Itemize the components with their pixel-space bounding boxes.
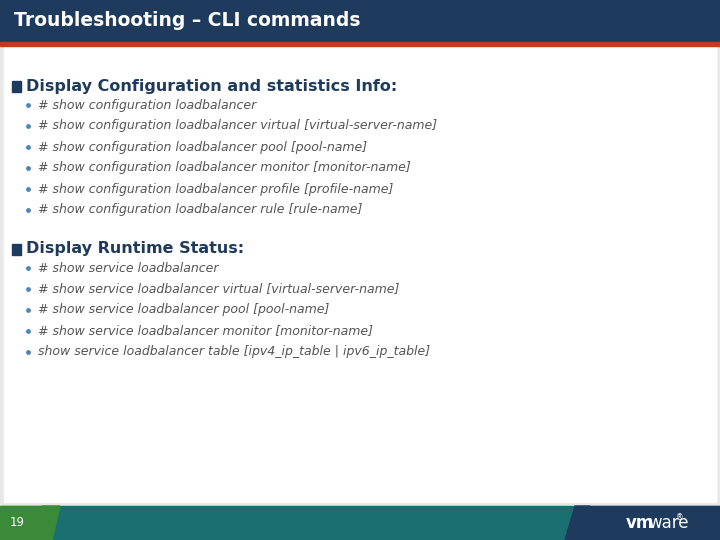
Text: # show configuration loadbalancer virtual [virtual-server-name]: # show configuration loadbalancer virtua… — [38, 119, 437, 132]
Text: # show configuration loadbalancer profile [profile-name]: # show configuration loadbalancer profil… — [38, 183, 393, 195]
Text: ware: ware — [648, 514, 688, 532]
Bar — [0, 506, 720, 540]
Bar — [0, 42, 720, 46]
Text: show service loadbalancer table [ipv4_ip_table | ipv6_ip_table]: show service loadbalancer table [ipv4_ip… — [38, 346, 430, 359]
Text: ®: ® — [676, 514, 683, 523]
Bar — [590, 506, 720, 540]
Text: # show configuration loadbalancer: # show configuration loadbalancer — [38, 98, 256, 111]
Text: 19: 19 — [10, 516, 25, 530]
Text: Troubleshooting – CLI commands: Troubleshooting – CLI commands — [14, 11, 361, 30]
Text: vm: vm — [626, 514, 654, 532]
Bar — [4, 46, 716, 502]
Bar — [12, 80, 21, 91]
Bar — [0, 506, 42, 540]
Text: Display Runtime Status:: Display Runtime Status: — [26, 241, 244, 256]
Polygon shape — [42, 506, 60, 540]
Text: # show configuration loadbalancer rule [rule-name]: # show configuration loadbalancer rule [… — [38, 204, 362, 217]
Text: # show service loadbalancer pool [pool-name]: # show service loadbalancer pool [pool-n… — [38, 303, 329, 316]
Text: Display Configuration and statistics Info:: Display Configuration and statistics Inf… — [26, 78, 397, 93]
Text: # show service loadbalancer: # show service loadbalancer — [38, 261, 218, 274]
Text: # show service loadbalancer virtual [virtual-server-name]: # show service loadbalancer virtual [vir… — [38, 282, 400, 295]
Bar — [12, 244, 21, 254]
Polygon shape — [565, 506, 590, 540]
Text: # show configuration loadbalancer pool [pool-name]: # show configuration loadbalancer pool [… — [38, 140, 367, 153]
Text: # show configuration loadbalancer monitor [monitor-name]: # show configuration loadbalancer monito… — [38, 161, 410, 174]
Text: # show service loadbalancer monitor [monitor-name]: # show service loadbalancer monitor [mon… — [38, 325, 373, 338]
Bar — [0, 0, 720, 42]
